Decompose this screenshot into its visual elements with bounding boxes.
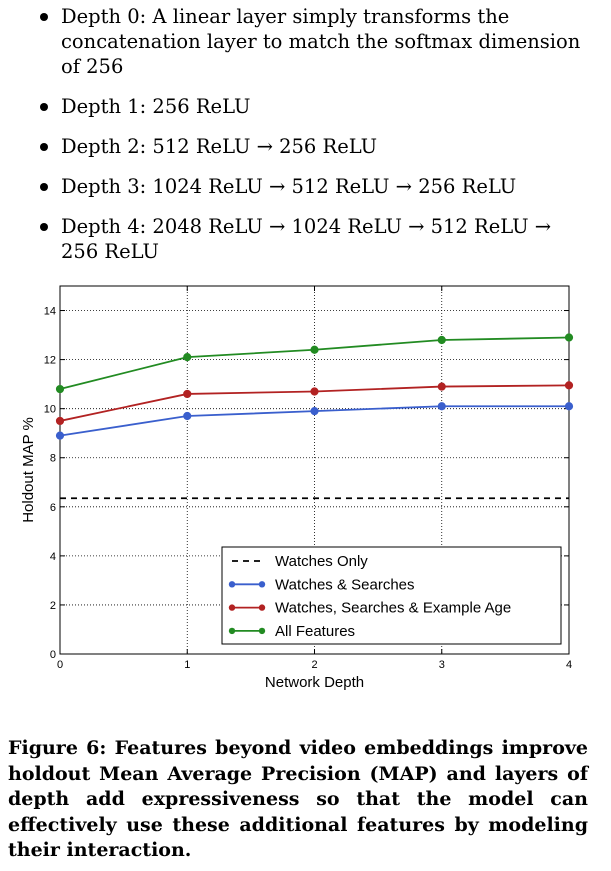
data-point [564, 402, 574, 411]
bullet-icon [40, 183, 48, 191]
data-point [183, 353, 192, 362]
depth-2-item: Depth 2: 512 ReLU → 256 ReLU [30, 134, 590, 159]
data-point [564, 381, 574, 390]
x-axis-label: Network Depth [265, 674, 364, 691]
depth-1-item: Depth 1: 256 ReLU [30, 94, 590, 119]
y-axis-label: Holdout MAP % [20, 417, 37, 523]
y-tick-label: 6 [50, 502, 56, 514]
y-tick-label: 4 [50, 551, 56, 563]
depth-4-item: Depth 4: 2048 ReLU → 1024 ReLU → 512 ReL… [30, 214, 590, 264]
legend-swatch-marker [258, 604, 266, 611]
x-tick-label: 4 [566, 659, 572, 671]
data-point [564, 333, 574, 342]
data-point [183, 389, 192, 399]
data-point [437, 382, 446, 391]
depth-0-item: Depth 0: A linear layer simply transform… [30, 4, 590, 79]
x-tick-label: 0 [57, 659, 63, 671]
data-point [55, 431, 65, 440]
bullet-icon [40, 13, 48, 21]
bullet-icon [40, 223, 48, 231]
y-tick-label: 0 [50, 649, 56, 661]
data-point [55, 384, 65, 394]
legend-swatch-marker [228, 627, 236, 635]
map-depth-chart: 0 1 2 3 4 0 2 4 6 8 10 12 14 Network Depth Holdout MAP… [0, 270, 611, 700]
y-tick-label: 8 [50, 453, 56, 465]
figure-caption: Figure 6: Features beyond video embeddin… [8, 737, 588, 861]
legend-box [221, 546, 562, 645]
legend-swatch-marker [228, 581, 236, 588]
data-point [310, 387, 319, 396]
data-point [310, 407, 319, 416]
y-tick-label: 14 [44, 306, 56, 318]
x-tick-label: 1 [184, 659, 190, 671]
y-tick-label: 10 [44, 404, 56, 416]
bullet-icon [40, 103, 48, 111]
legend-entry-label: Watches & Searches [275, 576, 415, 593]
depth-3-item: Depth 3: 1024 ReLU → 512 ReLU → 256 ReLU [30, 174, 590, 199]
depth-list: Depth 0: A linear layer simply transform… [30, 4, 590, 279]
legend-swatch-marker [258, 581, 266, 588]
series-line [59, 336, 570, 390]
legend-entry-label: Watches Only [275, 553, 368, 570]
x-tick-label: 3 [439, 659, 445, 671]
legend-swatch-marker [228, 604, 236, 611]
legend-entry-label: Watches, Searches & Example Age [275, 600, 511, 617]
legend-entry-label: All Features [275, 623, 355, 640]
y-tick-label: 2 [50, 600, 56, 612]
data-point [437, 402, 446, 411]
y-tick-label: 12 [44, 355, 56, 367]
legend-swatch-marker [258, 627, 266, 635]
data-point [437, 335, 446, 345]
x-tick-label: 2 [311, 659, 317, 671]
bullet-icon [40, 143, 48, 151]
data-point [55, 416, 65, 426]
data-point [183, 411, 192, 421]
data-point [310, 345, 319, 354]
